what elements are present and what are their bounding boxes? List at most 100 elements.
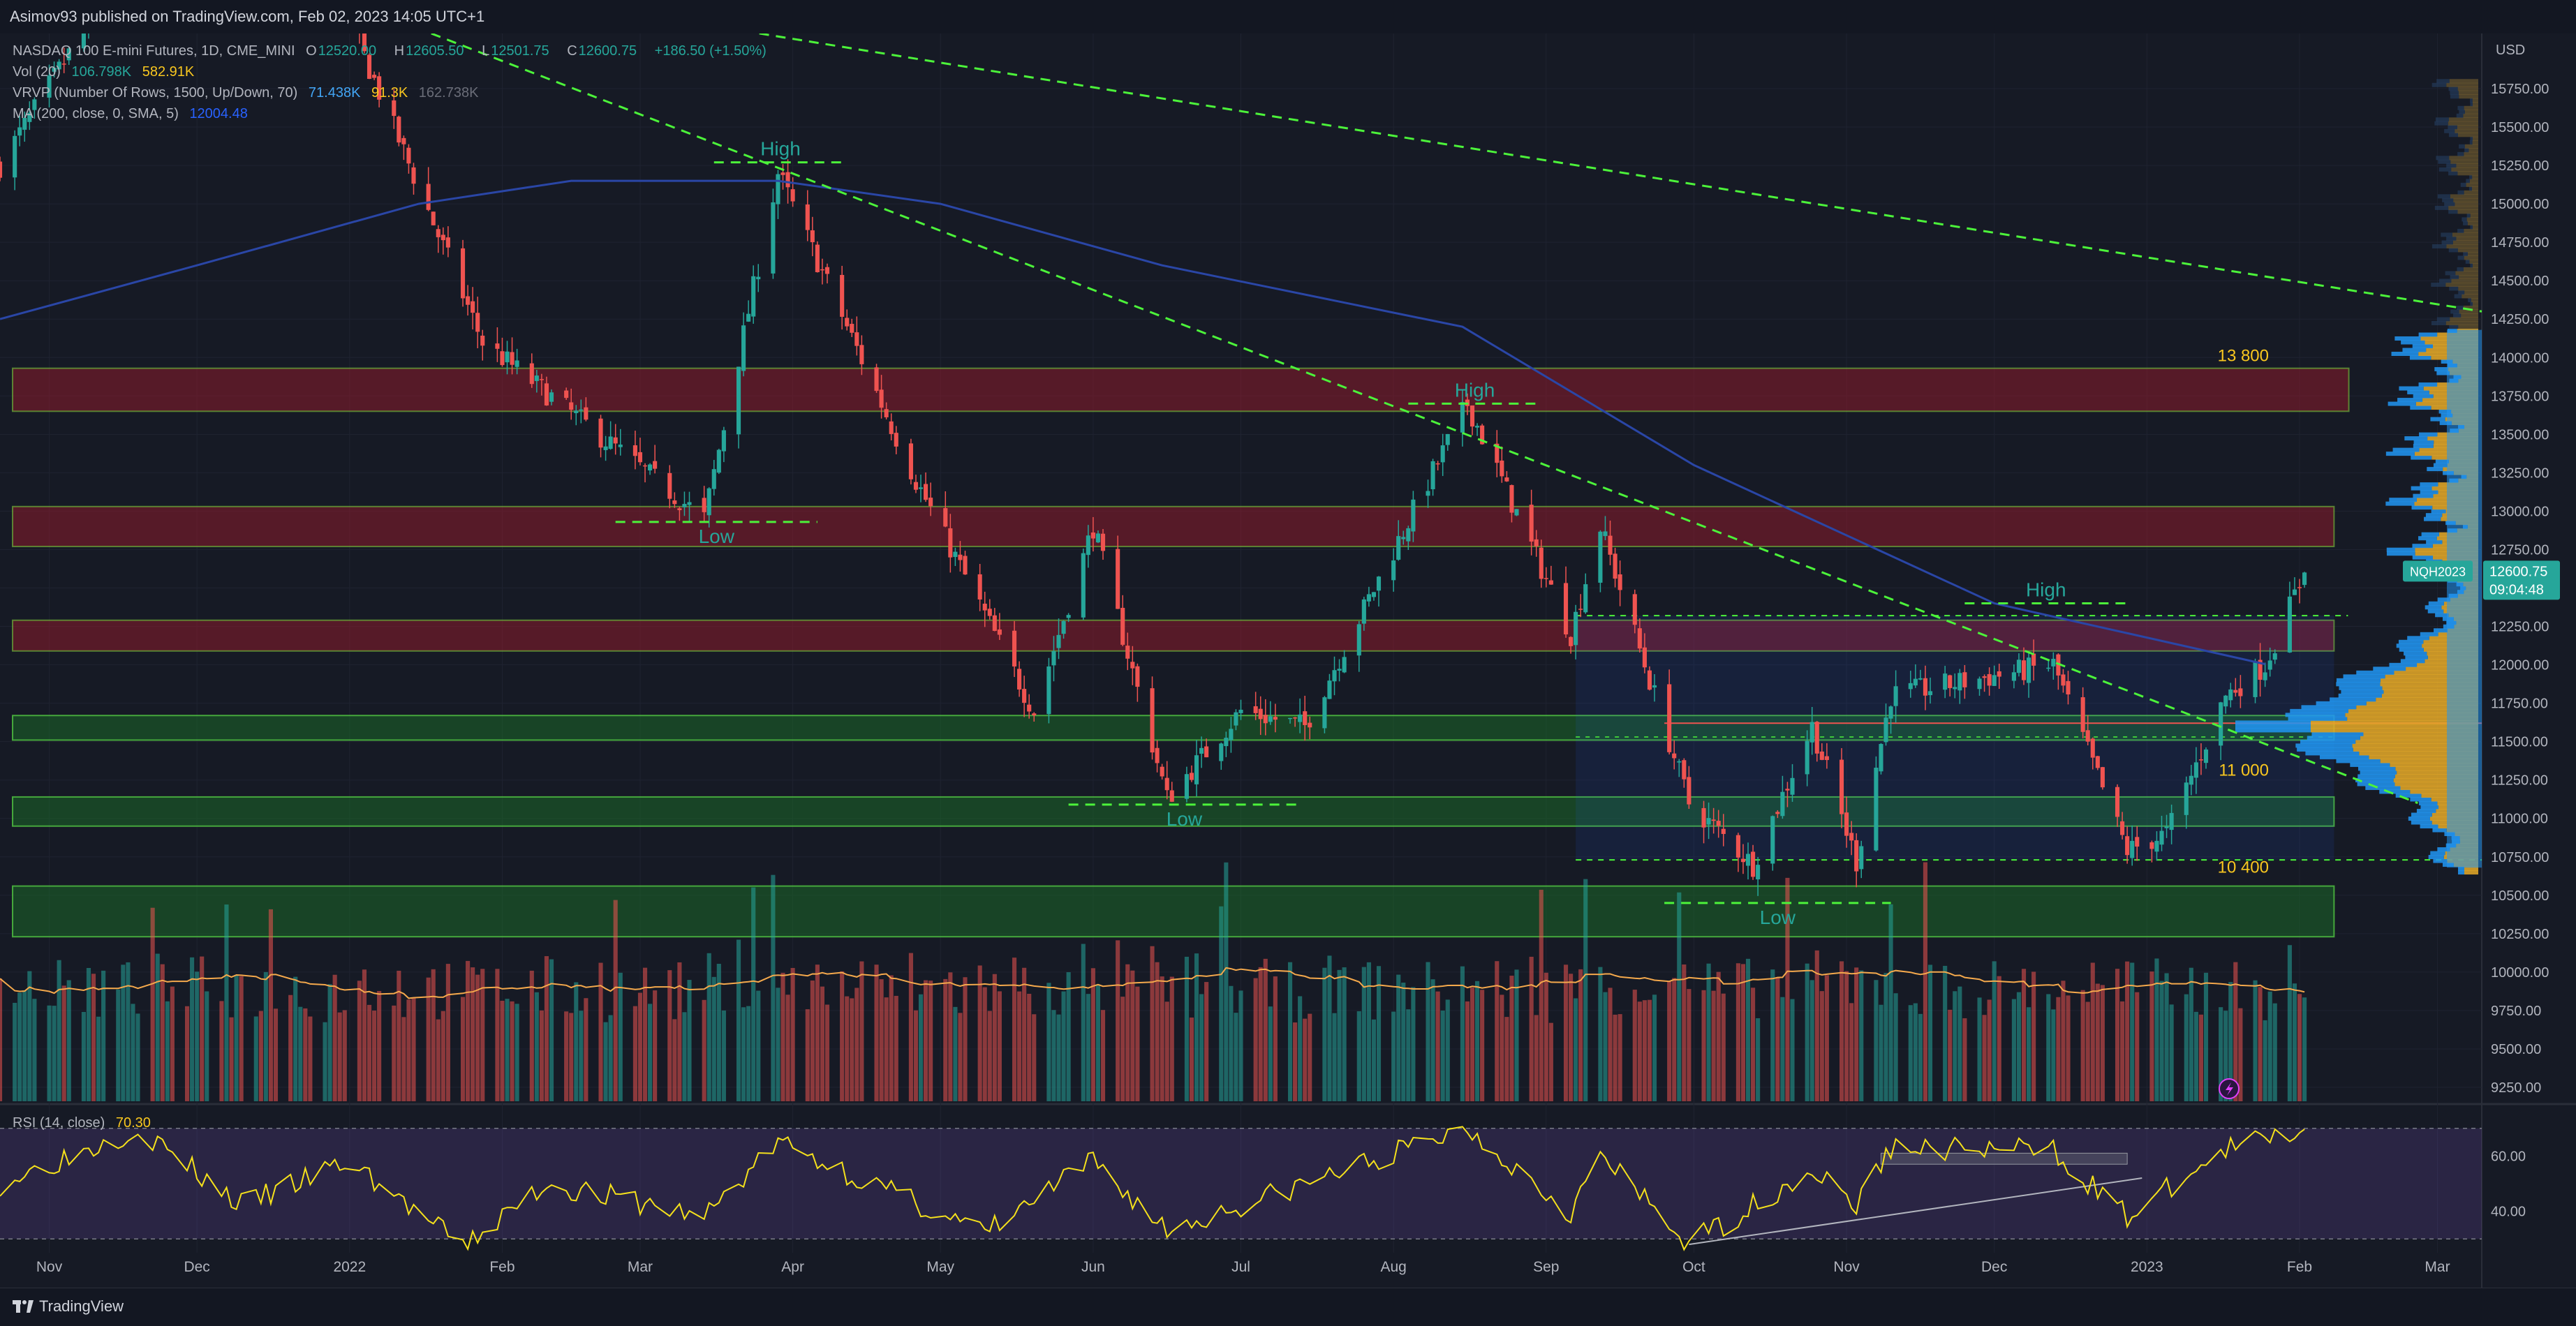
- volume-bar: [27, 971, 32, 1101]
- candle-body: [1130, 662, 1135, 669]
- volume-bar: [1824, 975, 1829, 1101]
- volume-bar: [1361, 967, 1366, 1101]
- vrvp-bar: [2469, 259, 2478, 264]
- volume-bar: [884, 997, 889, 1101]
- volume-bar: [2130, 962, 2135, 1101]
- volume-bar: [2184, 994, 2189, 1101]
- candle-body: [1391, 560, 1396, 581]
- vrvp-bar-up: [2385, 501, 2415, 506]
- candle-body: [1332, 670, 1337, 682]
- volume-bar: [1987, 999, 1992, 1101]
- volume-bar: [1672, 978, 1677, 1101]
- candle-body: [2130, 840, 2135, 858]
- volume-bar: [1948, 1009, 1953, 1101]
- volume-bar: [1081, 944, 1086, 1101]
- candle-body: [776, 174, 780, 204]
- vrvp-bar: [2397, 770, 2478, 775]
- candle-body: [411, 167, 416, 184]
- volume-bar: [2080, 990, 2085, 1101]
- vrvp-bar: [2385, 674, 2478, 679]
- volume-bar: [1879, 1004, 1883, 1101]
- vrvp-bar-up: [2430, 851, 2445, 856]
- candle-body: [2031, 653, 2036, 666]
- candle-body: [2011, 672, 2016, 681]
- legend-volume-row[interactable]: Vol (20) 106.798K 582.91K: [13, 64, 201, 80]
- candle-body: [637, 452, 643, 463]
- volume-bar: [1303, 1018, 1308, 1101]
- volume-bar: [1238, 990, 1243, 1101]
- volume-bar: [1923, 862, 1928, 1101]
- candle-body: [1740, 858, 1746, 863]
- volume-bar: [1603, 992, 1608, 1101]
- volume-bar: [859, 961, 864, 1101]
- vrvp-bar-up: [2407, 390, 2429, 395]
- volume-bar: [47, 1005, 52, 1101]
- volume-bar: [377, 990, 382, 1101]
- volume-bar: [1308, 1013, 1312, 1101]
- candle-body: [1445, 433, 1450, 445]
- candle-body: [1893, 686, 1898, 706]
- volume-bar: [195, 971, 200, 1101]
- volume-bar: [1977, 997, 1982, 1101]
- vrvp-bar: [2415, 551, 2478, 556]
- vrvp-bar: [2451, 167, 2478, 172]
- candle-body: [441, 234, 445, 241]
- time-tick-label: Jun: [1081, 1259, 1105, 1275]
- legend-ma-row[interactable]: MA (200, close, 0, SMA, 5) 12004.48: [13, 106, 255, 122]
- chart-area[interactable]: USD 15750.00 15500.00 15250.00 15000.00 14750…: [0, 33, 2576, 1288]
- volume-bar: [1376, 966, 1382, 1101]
- vrvp-bar-up: [2431, 282, 2446, 287]
- time-tick-label: Jul: [1231, 1259, 1250, 1275]
- tradingview-logo[interactable]: TradingView: [13, 1297, 124, 1316]
- volume-bar: [170, 986, 175, 1101]
- vrvp-bar-up: [2448, 125, 2457, 130]
- volume-bar: [963, 977, 968, 1101]
- vrvp-bar-up: [2436, 156, 2450, 161]
- legend-symbol-row[interactable]: NASDAQ 100 E-mini Futures, 1D, CME_MINI …: [13, 43, 773, 59]
- legend-rsi-row[interactable]: RSI (14, close) 70.30: [13, 1115, 158, 1131]
- vrvp-bar: [2393, 777, 2478, 782]
- candle-body: [1982, 676, 1987, 678]
- vrvp-bar-up: [2436, 317, 2450, 322]
- candle-body: [1160, 766, 1164, 777]
- candle-body: [510, 352, 515, 365]
- volume-bar: [2011, 999, 2016, 1101]
- candle-body: [1642, 647, 1647, 668]
- candle-body: [1701, 807, 1706, 828]
- volume-bar: [2198, 1014, 2204, 1101]
- time-tick-label: 2023: [2131, 1259, 2163, 1275]
- candle-body: [598, 418, 603, 448]
- vrvp-bar-up: [2356, 670, 2394, 675]
- volume-bar: [1814, 950, 1819, 1101]
- vrvp-bar-up: [2435, 117, 2449, 122]
- volume-bar: [2267, 991, 2272, 1101]
- volume-bar: [205, 991, 209, 1101]
- candle-body: [1809, 722, 1814, 743]
- volume-bar: [1401, 982, 1406, 1101]
- vrvp-bar-up: [2436, 371, 2450, 375]
- vrvp-bar: [2464, 190, 2478, 195]
- vrvp-bar-up: [2454, 294, 2462, 299]
- vrvp-bar-up: [2470, 301, 2473, 306]
- candle-body: [824, 267, 830, 274]
- candle-body: [1086, 535, 1090, 556]
- candle-body: [1913, 678, 1918, 686]
- volume-bar: [1056, 1014, 1061, 1101]
- vrvp-bar-up: [2427, 609, 2444, 613]
- candle-body: [1017, 669, 1022, 690]
- volume-bar: [1667, 981, 1672, 1101]
- vrvp-bar: [2450, 317, 2478, 322]
- vrvp-bar-up: [2431, 82, 2447, 87]
- vrvp-bar-up: [2411, 455, 2432, 460]
- candle-body: [1056, 634, 1061, 648]
- vrvp-bar-up: [2399, 647, 2424, 652]
- legend-vrvp-row[interactable]: VRVP (Number Of Rows, 1500, Up/Down, 70)…: [13, 85, 485, 101]
- vrvp-bar-up: [2336, 759, 2381, 763]
- volume-bar: [584, 998, 589, 1101]
- vrvp-bar-up: [2404, 436, 2428, 441]
- candle-body: [569, 402, 574, 410]
- price-tick-label: 15750.00: [2491, 82, 2549, 97]
- candle-body: [544, 383, 549, 405]
- zone-green-3: [12, 715, 2335, 741]
- volume-bar: [1982, 1015, 1987, 1101]
